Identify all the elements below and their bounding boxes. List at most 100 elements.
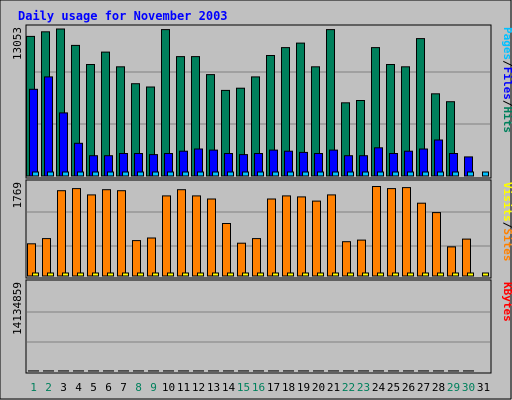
- x-tick-label: 18: [282, 381, 295, 394]
- bar-pages-25: [392, 171, 399, 177]
- bar-pages-23: [362, 171, 369, 177]
- bar-pages-4: [77, 171, 84, 177]
- bar-visits-22: [347, 272, 354, 277]
- bar-visits-20: [317, 272, 324, 277]
- x-tick-label: 11: [177, 381, 190, 394]
- panel-sites-visits: 1769 Visits/Sites: [11, 179, 512, 279]
- legend-separator: /: [501, 222, 512, 229]
- bar-pages-27: [422, 171, 429, 177]
- bar-pages-17: [272, 171, 279, 177]
- bar-sites-25: [387, 188, 396, 277]
- bar-sites-8: [132, 240, 141, 277]
- bar-sites-24: [372, 186, 381, 277]
- x-tick-label: 19: [297, 381, 310, 394]
- bar-sites-5: [87, 194, 96, 277]
- x-tick-label: 27: [417, 381, 430, 394]
- x-tick-label: 12: [192, 381, 205, 394]
- bar-sites-16: [252, 238, 261, 277]
- legend-kbytes: KBytes: [501, 282, 512, 322]
- bar-visits-1: [32, 272, 39, 277]
- bar-visits-11: [182, 272, 189, 277]
- bar-pages-24: [377, 171, 384, 177]
- legend: KBytes: [501, 282, 512, 322]
- x-tick-label: 8: [135, 381, 142, 394]
- bar-sites-26: [402, 187, 411, 277]
- bar-visits-4: [77, 272, 84, 277]
- bar-sites-23: [357, 239, 366, 277]
- bar-pages-28: [437, 171, 444, 177]
- bar-pages-15: [242, 171, 249, 177]
- bar-pages-5: [92, 171, 99, 177]
- bar-pages-3: [62, 171, 69, 177]
- x-tick-label: 14: [222, 381, 236, 394]
- bar-pages-7: [122, 171, 129, 177]
- bar-sites-19: [297, 196, 306, 277]
- bar-visits-31: [482, 272, 489, 277]
- x-tick-label: 17: [267, 381, 280, 394]
- x-tick-label: 15: [237, 381, 250, 394]
- bar-visits-17: [272, 272, 279, 277]
- bar-visits-28: [437, 272, 444, 277]
- bar-visits-2: [47, 272, 54, 277]
- bar-files-3: [59, 112, 68, 177]
- bar-sites-30: [462, 238, 471, 277]
- legend-sites: Sites: [501, 228, 512, 261]
- bar-pages-9: [152, 171, 159, 177]
- bar-visits-29: [452, 272, 459, 277]
- bar-sites-6: [102, 189, 111, 277]
- bar-sites-11: [177, 189, 186, 277]
- x-tick-label: 10: [162, 381, 175, 394]
- bar-pages-30: [467, 171, 474, 177]
- bar-pages-26: [407, 171, 414, 177]
- bar-visits-24: [377, 272, 384, 277]
- x-tick-label: 13: [207, 381, 220, 394]
- legend-pages: Pages: [501, 27, 512, 60]
- bar-visits-23: [362, 272, 369, 277]
- bar-pages-10: [167, 171, 174, 177]
- bar-pages-14: [227, 171, 234, 177]
- bar-pages-12: [197, 171, 204, 177]
- bar-visits-14: [227, 272, 234, 277]
- bar-pages-21: [332, 171, 339, 177]
- bar-files-4: [74, 142, 83, 177]
- x-tick-label: 25: [387, 381, 400, 394]
- max-value-label: 1769: [11, 182, 24, 209]
- bar-visits-12: [197, 272, 204, 277]
- x-tick-label: 21: [327, 381, 340, 394]
- bar-visits-9: [152, 272, 159, 277]
- max-value-label: 14134859: [11, 282, 24, 335]
- x-tick-label: 9: [150, 381, 157, 394]
- bar-visits-15: [242, 272, 249, 277]
- legend: Visits/Sites: [501, 182, 512, 262]
- bar-pages-6: [107, 171, 114, 177]
- legend-separator: /: [501, 100, 512, 107]
- bar-files-28: [434, 139, 443, 177]
- x-tick-label: 31: [477, 381, 490, 394]
- bar-visits-16: [257, 272, 264, 277]
- bar-visits-10: [167, 272, 174, 277]
- bar-visits-7: [122, 272, 129, 277]
- bar-visits-13: [212, 272, 219, 277]
- x-tick-label: 24: [372, 381, 386, 394]
- legend-visits: Visits: [501, 182, 512, 222]
- bar-sites-2: [42, 238, 51, 277]
- bar-pages-2: [47, 171, 54, 177]
- bar-sites-15: [237, 242, 246, 277]
- bar-sites-1: [27, 243, 36, 277]
- x-tick-label: 28: [432, 381, 445, 394]
- x-tick-label: 20: [312, 381, 325, 394]
- x-tick-label: 4: [75, 381, 82, 394]
- panel-frame: [25, 179, 492, 279]
- x-tick-label: 3: [60, 381, 67, 394]
- bar-sites-22: [342, 241, 351, 277]
- bar-pages-1: [32, 171, 39, 177]
- x-tick-label: 30: [462, 381, 475, 394]
- bar-pages-22: [347, 171, 354, 177]
- bar-visits-25: [392, 272, 399, 277]
- bar-visits-6: [107, 272, 114, 277]
- bar-visits-27: [422, 272, 429, 277]
- bar-sites-28: [432, 212, 441, 277]
- bar-sites-14: [222, 223, 231, 277]
